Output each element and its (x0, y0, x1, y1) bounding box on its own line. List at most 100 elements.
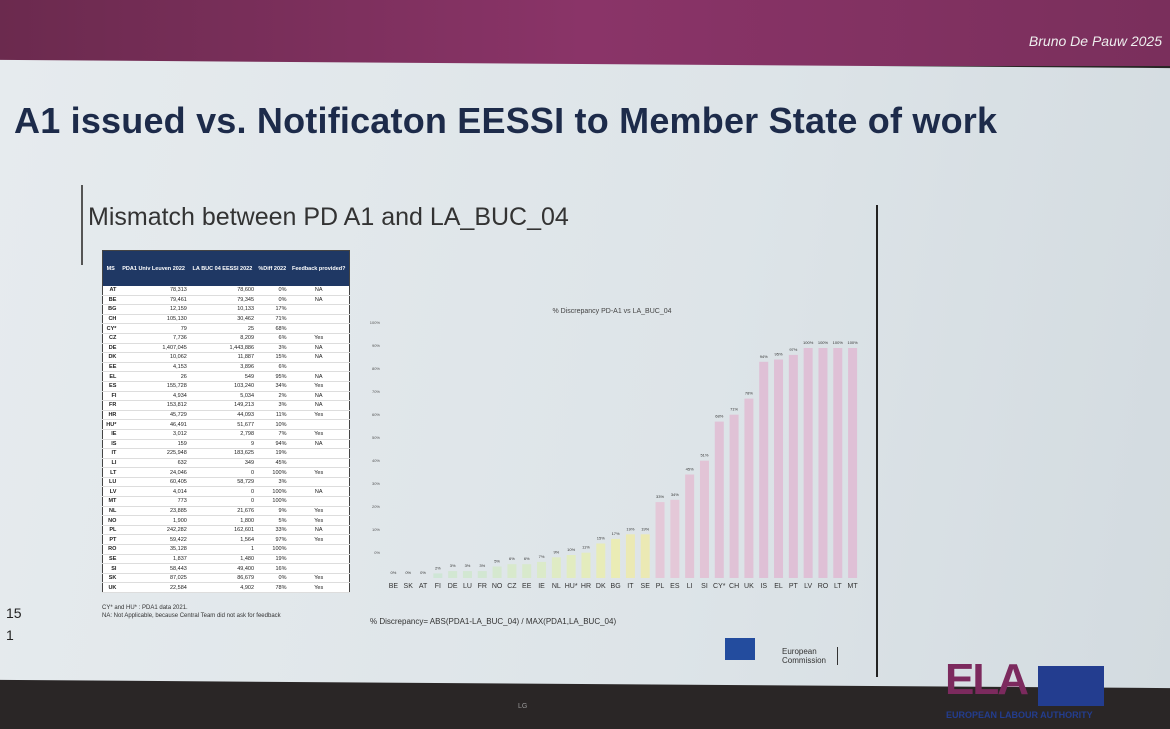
table-cell: 12,159 (118, 304, 189, 315)
table-cell (288, 563, 350, 574)
table-cell: 51,677 (188, 419, 257, 430)
table-cell: HU* (102, 419, 119, 430)
x-tick-label: CY* (713, 583, 726, 590)
x-tick-label: FR (478, 583, 487, 590)
bar (803, 348, 813, 578)
table-cell: 35,128 (118, 544, 189, 555)
x-tick-label: RO (818, 583, 829, 590)
table-cell: 1 (188, 544, 257, 555)
table-cell (288, 544, 350, 555)
table-row: LV 4,014 0 100% NA (102, 486, 350, 498)
table-cell (288, 419, 350, 430)
table-cell: Yes (288, 515, 350, 526)
y-tick-label: 100% (370, 320, 381, 325)
table-cell: 632 (118, 458, 189, 469)
table-row: BG 12,159 10,133 17% (102, 304, 350, 315)
table-cell: 16% (256, 563, 289, 574)
bar (581, 552, 591, 578)
bar (744, 398, 754, 578)
table-cell: 33% (256, 525, 289, 536)
formula: % Discrepancy= ABS(PDA1-LA_BUC_04) / MAX… (370, 617, 617, 626)
x-tick-label: NL (552, 583, 561, 590)
bar (537, 561, 547, 578)
table-cell: 183,625 (188, 448, 257, 459)
bar (433, 573, 443, 578)
bar (833, 348, 843, 578)
column-header: MS (102, 250, 119, 286)
table-cell: CY* (102, 323, 119, 334)
table-cell (288, 314, 350, 325)
data-label: 6% (524, 556, 530, 561)
table-cell: PT (102, 534, 119, 546)
table-cell: NA (288, 295, 350, 306)
table-cell: Yes (288, 573, 350, 584)
x-tick-label: CZ (507, 583, 517, 590)
table-cell: IS (102, 439, 119, 450)
data-label: 71% (730, 407, 738, 412)
table-cell: 9% (256, 506, 289, 517)
table-cell: 6% (256, 362, 289, 373)
y-tick-label: 70% (372, 389, 380, 394)
x-tick-label: LV (804, 583, 812, 590)
ela-flag (1038, 666, 1104, 706)
table-cell: 60,405 (118, 477, 189, 488)
data-label: 17% (612, 531, 620, 536)
subtitle: Mismatch between PD A1 and LA_BUC_04 (88, 203, 569, 231)
table-row: SE 1,837 1,480 19% (102, 554, 350, 565)
table-cell: Yes (288, 410, 350, 421)
footnote: CY* and HU* : PDA1 data 2021. (102, 605, 188, 611)
x-tick-label: FI (435, 583, 441, 590)
table-cell: 549 (188, 371, 257, 382)
table-cell: 71% (256, 314, 289, 325)
table-cell: 4,902 (188, 582, 257, 593)
table-cell: EE (102, 362, 119, 373)
table-row: EL 26 549 95% NA (102, 371, 350, 382)
bar (848, 348, 858, 578)
table-cell: 21,676 (188, 506, 257, 517)
y-tick-label: 20% (372, 504, 380, 509)
table-cell: 100% (256, 486, 289, 498)
table-cell: 46,491 (118, 419, 189, 430)
table-cell: 45,729 (118, 410, 189, 421)
table-cell: 0 (188, 486, 257, 498)
x-tick-label: LI (687, 583, 693, 590)
table-cell: FI (102, 391, 119, 402)
table-cell: NA (288, 286, 350, 296)
x-tick-label: ES (670, 583, 680, 590)
table-cell: 26 (118, 371, 189, 382)
table-row: UK 22,584 4,902 78% Yes (102, 582, 350, 593)
table-cell: 155,728 (118, 381, 189, 392)
x-tick-label: DE (448, 583, 458, 590)
y-tick-label: 10% (372, 527, 380, 532)
x-tick-label: NO (492, 583, 503, 590)
data-label: 94% (760, 354, 768, 359)
bar (507, 564, 517, 578)
table-cell: 100% (256, 467, 289, 478)
data-label: 78% (745, 391, 753, 396)
table-cell: HR (102, 410, 119, 421)
x-tick-label: BE (389, 583, 399, 590)
table-cell: NA (288, 352, 350, 363)
data-label: 100% (818, 340, 829, 345)
table-cell: 79,461 (118, 295, 189, 306)
table-cell: LU (102, 477, 119, 488)
bar (788, 354, 798, 578)
table-cell: 44,093 (188, 410, 257, 421)
table-cell: 68% (256, 323, 289, 334)
x-tick-label: SK (404, 583, 414, 590)
bar (640, 534, 650, 578)
table-cell: 6% (256, 333, 289, 344)
data-label: 3% (479, 563, 485, 568)
table-cell: NA (288, 400, 350, 411)
table-cell: 22,584 (118, 582, 189, 593)
table-cell: IT (102, 448, 119, 459)
table-cell: 0 (188, 496, 257, 507)
table-row: CY* 79 25 68% (102, 323, 350, 334)
table-cell: NA (288, 371, 350, 382)
footnotes: CY* and HU* : PDA1 data 2021. NA: Not App… (102, 604, 281, 620)
table-cell: NA (288, 486, 350, 498)
table-row: LU 60,405 58,729 3% (102, 477, 350, 488)
table-cell: Yes (288, 506, 350, 517)
column-header: LA BUC 04 EESSI 2022 (188, 250, 257, 286)
